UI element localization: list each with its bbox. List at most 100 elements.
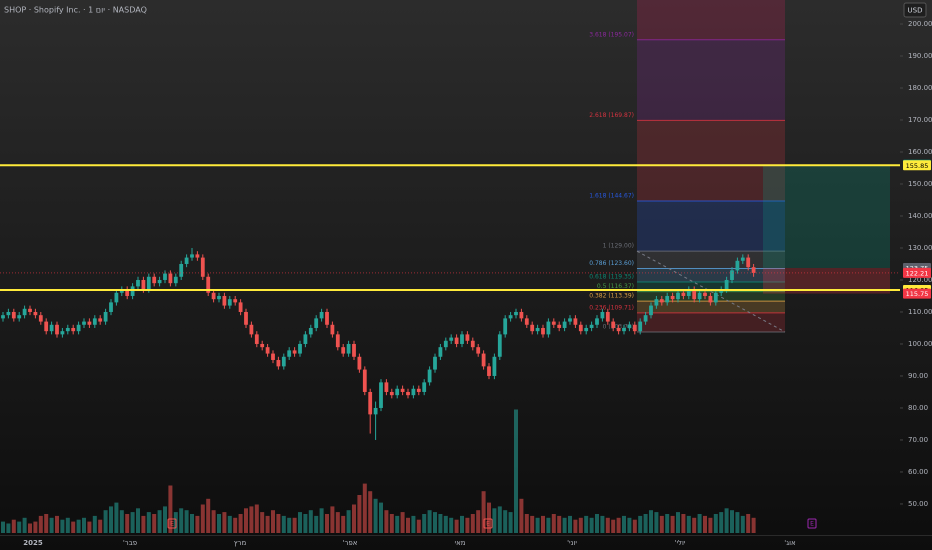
candle-body [379, 382, 383, 408]
candle-body [109, 302, 113, 312]
volume-bar [114, 502, 119, 533]
volume-bar [71, 521, 76, 533]
volume-bar [168, 485, 173, 533]
candle-body [287, 350, 292, 357]
candle-body [71, 327, 76, 332]
candle-body [557, 324, 562, 328]
volume-bar [411, 515, 416, 533]
candle-body [703, 292, 707, 296]
candle-body [308, 327, 313, 335]
volume-bar [130, 512, 135, 533]
candle-body [254, 334, 259, 344]
volume-bar [713, 514, 718, 533]
volume-bar [330, 506, 335, 533]
volume-bar [238, 514, 243, 533]
volume-bar [735, 512, 740, 533]
volume-bar [724, 508, 729, 533]
volume-bar [271, 510, 275, 533]
y-tick-label: 180.00 [908, 84, 932, 92]
volume-bar [573, 519, 578, 533]
volume-bar [465, 517, 470, 533]
candle-body [92, 318, 97, 325]
volume-bar [49, 517, 54, 533]
volume-bar [487, 502, 491, 533]
volume-bar [379, 502, 383, 533]
volume-bar [92, 515, 97, 533]
candle-body [443, 340, 448, 348]
candle-body [643, 315, 648, 322]
candle-body [55, 324, 59, 335]
volume-bar [730, 510, 734, 533]
volume-bar [136, 508, 140, 533]
candle-body [487, 366, 491, 376]
candle-body [395, 388, 400, 396]
volume-bar [454, 519, 459, 533]
volume-bar [686, 515, 691, 533]
candle-body [746, 257, 751, 268]
candle-body [535, 327, 540, 332]
volume-bar [649, 510, 653, 533]
volume-bar [17, 521, 22, 533]
volume-bar [362, 483, 367, 533]
candle-body [433, 356, 437, 370]
candle-body [632, 324, 637, 332]
candle-body [260, 343, 265, 348]
volume-bar [287, 517, 292, 533]
volume-bar [254, 504, 259, 533]
fib-band [637, 268, 785, 283]
volume-bar [276, 514, 281, 533]
x-tick-label: מרץ [234, 539, 247, 547]
candle-body [136, 279, 140, 287]
candle-body [422, 382, 427, 392]
candle-body [740, 257, 745, 261]
y-tick-label: 80.00 [908, 404, 928, 412]
volume-bar [524, 514, 529, 533]
volume-bar [55, 515, 59, 533]
candle-body [389, 391, 394, 396]
volume-bar [503, 510, 508, 533]
volume-bar [497, 506, 502, 533]
candle-body [87, 321, 92, 325]
event-label: E [810, 521, 814, 528]
volume-bar [33, 521, 38, 533]
fib-band [637, 39, 785, 121]
currency[interactable]: USD [908, 7, 923, 15]
volume-bar [217, 514, 221, 533]
candle-body [44, 321, 49, 332]
candle-body [130, 286, 135, 296]
volume-bar [152, 514, 157, 533]
volume-bar [308, 510, 313, 533]
candle-body [373, 407, 378, 415]
candle-body [184, 257, 189, 264]
volume-bar [578, 517, 583, 533]
candle-body [249, 324, 254, 335]
volume-bar [481, 491, 486, 533]
volume-bar [519, 498, 524, 533]
volume-bar [751, 517, 756, 533]
candle-body [708, 295, 713, 303]
candle-body [60, 331, 65, 335]
candle-body [163, 273, 167, 280]
currency-box[interactable] [903, 2, 927, 18]
candle-body [616, 327, 621, 332]
candle-body [152, 276, 157, 284]
candle-body [362, 369, 367, 392]
candle-body [341, 347, 346, 354]
volume-bar [244, 508, 248, 533]
y-tick-label: 160.00 [908, 148, 932, 156]
candle-body [697, 292, 702, 300]
candle-body [244, 311, 248, 325]
price-badge [903, 288, 931, 299]
volume-bar [211, 510, 216, 533]
axis-layer: 200.00 190.00 180.00 170.00 160.00 150.00 140.… [23, 20, 932, 547]
volume-bar [654, 512, 659, 533]
price-badge [903, 160, 931, 171]
y-tick-label: 120.00 [908, 276, 932, 284]
candle-body [141, 279, 146, 290]
volume-bar [422, 514, 427, 533]
y-tick-label: 150.00 [908, 180, 932, 188]
volume-bar [551, 514, 556, 533]
candle-body [670, 295, 675, 300]
volume-bar [222, 512, 227, 533]
volume-bar [643, 514, 648, 533]
